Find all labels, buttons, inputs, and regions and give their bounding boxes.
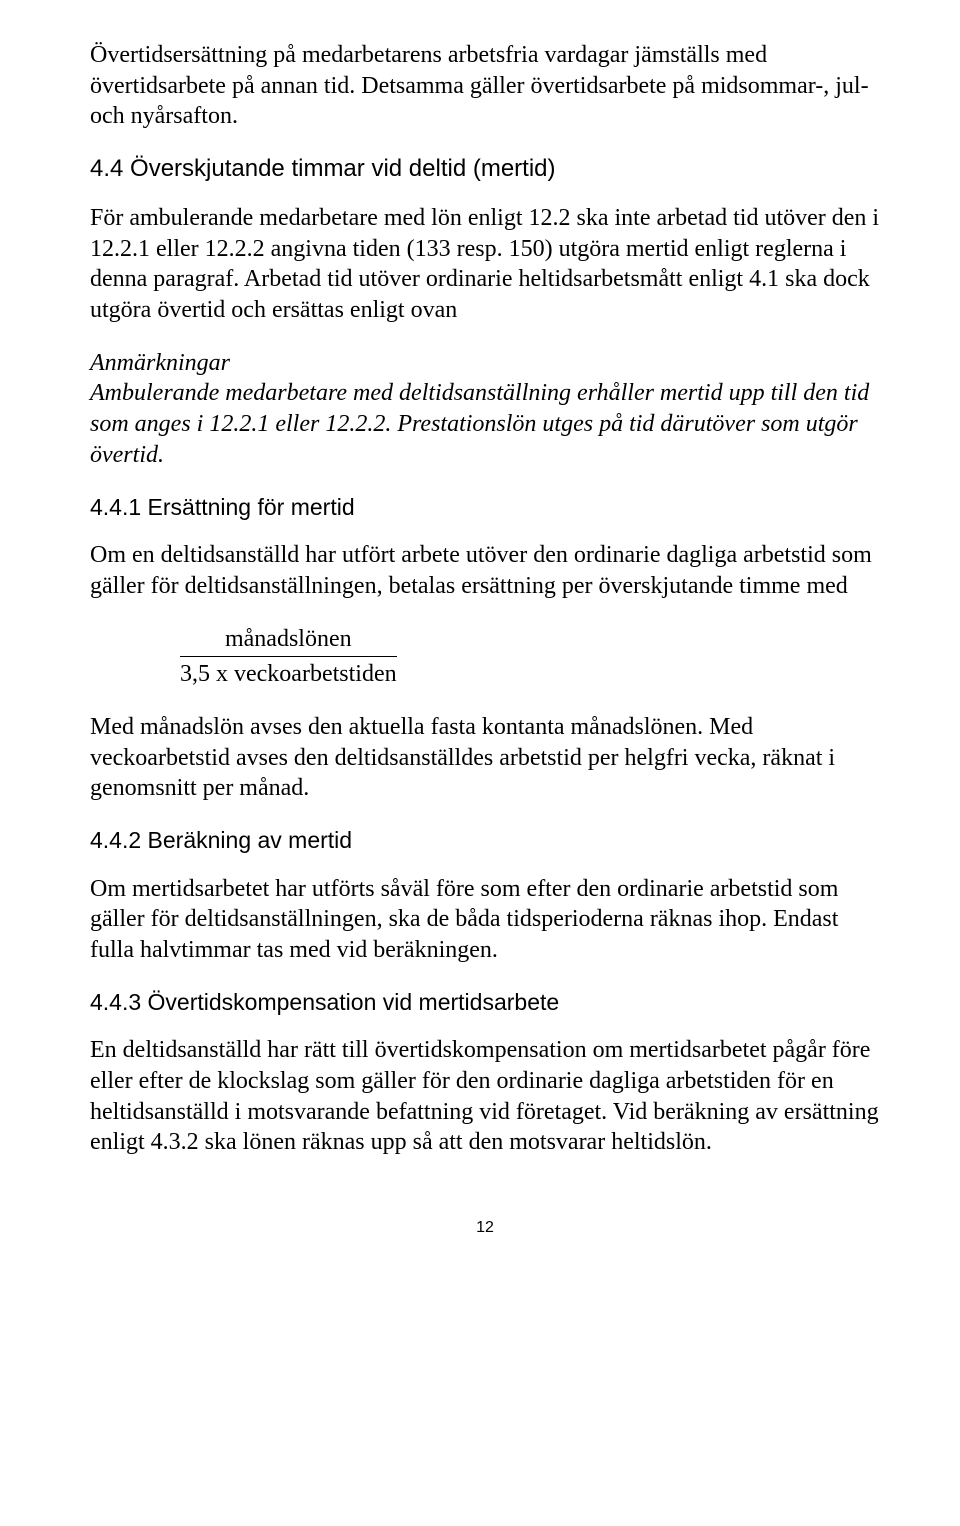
heading-4-4-1: 4.4.1 Ersättning för mertid <box>90 493 880 522</box>
formula-denominator: 3,5 x veckoarbetstiden <box>180 657 397 690</box>
anmarkningar-title: Anmärkningar <box>90 350 230 376</box>
heading-4-4-3: 4.4.3 Övertidskompensation vid mertidsar… <box>90 988 880 1017</box>
formula-ersattning: månadslönen 3,5 x veckoarbetstiden <box>90 624 880 690</box>
heading-4-4-2: 4.4.2 Beräkning av mertid <box>90 826 880 855</box>
paragraph-4-4-2-body: Om mertidsarbetet har utförts såväl före… <box>90 874 880 966</box>
paragraph-4-4-1-body: Om en deltidsanställd har utfört arbete … <box>90 540 880 601</box>
paragraph-manadslon: Med månadslön avses den aktuella fasta k… <box>90 712 880 804</box>
paragraph-4-4-body: För ambulerande medarbetare med lön enli… <box>90 203 880 326</box>
heading-4-4: 4.4 Överskjutande timmar vid deltid (mer… <box>90 154 880 185</box>
page-number: 12 <box>90 1218 880 1238</box>
paragraph-anmarkningar: Anmärkningar Ambulerande medarbetare med… <box>90 348 880 471</box>
anmarkningar-body: Ambulerande medarbetare med deltidsanstä… <box>90 380 869 467</box>
formula-numerator: månadslönen <box>180 624 397 658</box>
paragraph-4-4-3-body: En deltidsanställd har rätt till övertid… <box>90 1035 880 1158</box>
paragraph-intro: Övertidsersättning på medarbetarens arbe… <box>90 40 880 132</box>
